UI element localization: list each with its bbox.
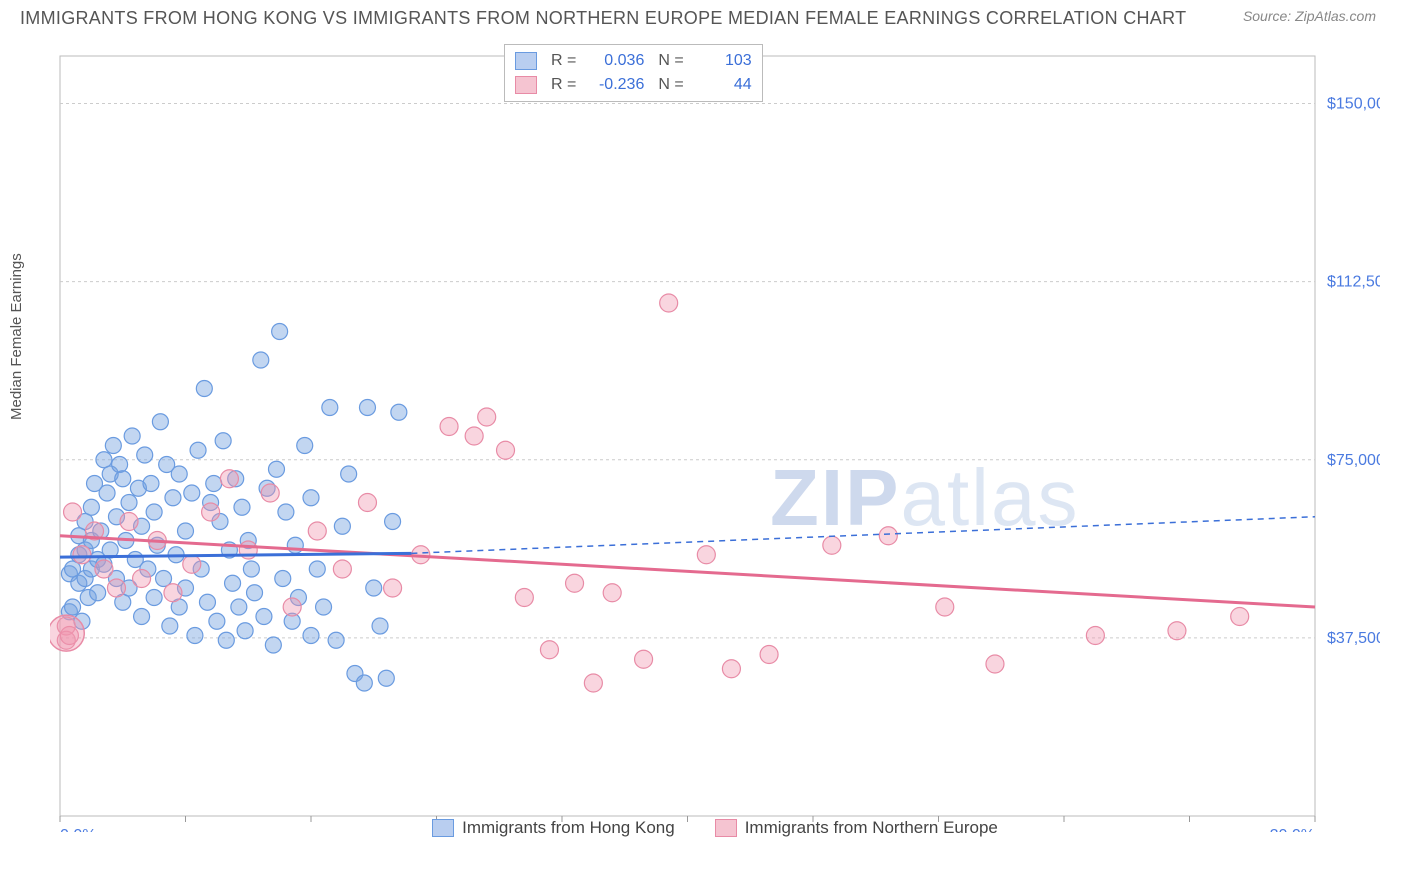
n-value-1: 103 (692, 52, 752, 70)
n-value-2: 44 (692, 76, 752, 94)
n-label: N = (658, 52, 683, 70)
legend-series-names: Immigrants from Hong Kong Immigrants fro… (50, 818, 1380, 838)
legend-item-2: Immigrants from Northern Europe (715, 818, 998, 838)
svg-text:$112,500: $112,500 (1327, 274, 1380, 291)
source-label: Source: ZipAtlas.com (1243, 8, 1386, 24)
legend-swatch-2b (715, 819, 737, 837)
scatter-plot: $37,500$75,000$112,500$150,0000.0%20.0% (50, 42, 1380, 832)
legend-swatch-1 (515, 52, 537, 70)
legend-correlation-box: R = 0.036 N = 103 R = -0.236 N = 44 (504, 44, 763, 102)
svg-text:$150,000: $150,000 (1327, 96, 1380, 113)
chart-title: IMMIGRANTS FROM HONG KONG VS IMMIGRANTS … (20, 8, 1186, 29)
r-value-1: 0.036 (584, 52, 644, 70)
legend-swatch-2 (515, 76, 537, 94)
svg-text:$75,000: $75,000 (1327, 452, 1380, 469)
svg-text:$37,500: $37,500 (1327, 630, 1380, 647)
series-1-name: Immigrants from Hong Kong (462, 818, 675, 838)
r-label: R = (551, 52, 576, 70)
series-2-name: Immigrants from Northern Europe (745, 818, 998, 838)
r-label: R = (551, 76, 576, 94)
n-label: N = (658, 76, 683, 94)
y-axis-label: Median Female Earnings (8, 253, 25, 420)
legend-item-1: Immigrants from Hong Kong (432, 818, 675, 838)
plot-wrapper: $37,500$75,000$112,500$150,0000.0%20.0% … (50, 42, 1380, 832)
legend-row-series-1: R = 0.036 N = 103 (515, 49, 752, 73)
r-value-2: -0.236 (584, 76, 644, 94)
legend-swatch-1b (432, 819, 454, 837)
legend-row-series-2: R = -0.236 N = 44 (515, 73, 752, 97)
